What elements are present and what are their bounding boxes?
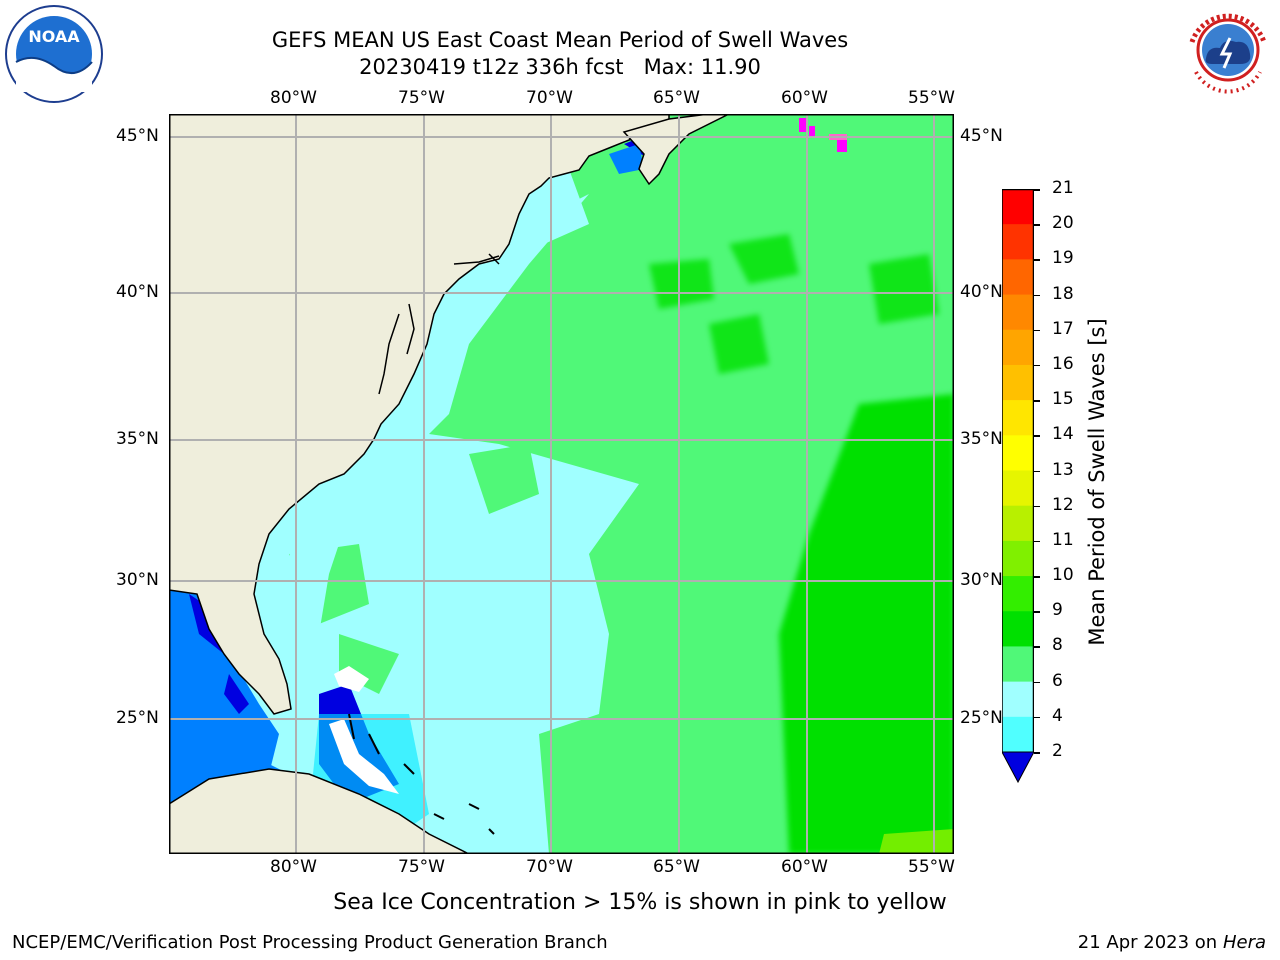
colorbar-tick-label: 4 — [1052, 705, 1063, 726]
map-graticule — [169, 114, 954, 854]
colorbar-segment — [1002, 329, 1034, 366]
colorbar-tick-label: 13 — [1052, 459, 1074, 480]
colorbar-segment — [1002, 189, 1034, 225]
colorbar-tick-label: 14 — [1052, 424, 1074, 445]
lon-label-top: 80°W — [270, 88, 317, 108]
map-title: GEFS MEAN US East Coast Mean Period of S… — [271, 28, 849, 52]
colorbar-segment — [1002, 540, 1034, 577]
footer-host: Hera — [1222, 932, 1266, 953]
lat-label-right: 30°N — [960, 570, 1003, 590]
lat-label-right: 40°N — [960, 282, 1003, 302]
colorbar-label: Mean Period of Swell Waves [s] — [1085, 318, 1109, 646]
nws-logo-icon — [1178, 2, 1278, 102]
colorbar-segment — [1002, 646, 1034, 683]
map-panel — [169, 114, 954, 854]
colorbar-tick-mark — [1034, 681, 1040, 684]
colorbar-segment — [1002, 294, 1034, 331]
lon-label-top: 60°W — [781, 88, 828, 108]
colorbar-segment — [1002, 470, 1034, 507]
footer-date-text: 21 Apr 2023 on — [1077, 932, 1223, 953]
colorbar-tick-mark — [1034, 716, 1040, 719]
lat-label-left: 30°N — [116, 570, 159, 590]
colorbar-tick-label: 2 — [1052, 741, 1063, 761]
lat-label-left: 25°N — [116, 708, 159, 728]
lat-label-right: 25°N — [960, 708, 1003, 728]
colorbar-tick-mark — [1034, 224, 1040, 226]
colorbar-tick-mark — [1034, 540, 1040, 543]
colorbar-tick-mark — [1034, 505, 1040, 508]
colorbar-tick-mark — [1034, 329, 1040, 332]
colorbar-tick-mark — [1034, 294, 1040, 297]
lon-label-top: 70°W — [526, 88, 573, 108]
colorbar-tick-mark — [1034, 576, 1040, 578]
lat-label-right: 35°N — [960, 429, 1003, 449]
cuba-landmass — [169, 768, 470, 854]
colorbar-segment — [1002, 435, 1034, 471]
colorbar-tick-label: 21 — [1052, 178, 1074, 198]
colorbar-tick-mark — [1034, 400, 1040, 402]
colorbar-tick-mark — [1034, 611, 1040, 613]
colorbar-segment — [1002, 364, 1034, 401]
noaa-logo-text: NOAA — [28, 27, 80, 46]
colorbar-tick-label: 12 — [1052, 494, 1074, 515]
footer-date: 21 Apr 2023 on Hera — [1078, 932, 1266, 953]
colorbar-tick-label: 8 — [1052, 635, 1063, 656]
lat-label-right: 45°N — [960, 126, 1003, 146]
lat-label-left: 35°N — [116, 429, 159, 449]
lon-label-bottom: 75°W — [398, 857, 445, 877]
lon-label-bottom: 70°W — [526, 857, 573, 877]
lon-label-top: 65°W — [653, 88, 700, 108]
colorbar-tick-mark — [1034, 259, 1040, 261]
lon-label-top: 55°W — [908, 88, 955, 108]
noaa-logo-icon: NOAA — [4, 4, 104, 104]
colorbar-segment — [1002, 681, 1034, 718]
colorbar-tick-label: 9 — [1052, 600, 1063, 621]
colorbar-tick-label: 17 — [1052, 318, 1074, 339]
map-subtitle: 20230419 t12z 336h fcst Max: 11.90 — [359, 55, 761, 79]
sea-ice-note: Sea Ice Concentration > 15% is shown in … — [333, 890, 947, 915]
colorbar-tick-mark — [1034, 435, 1040, 437]
colorbar-tick-mark — [1034, 646, 1040, 648]
colorbar-segment — [1002, 611, 1034, 647]
colorbar-tick-label: 18 — [1052, 283, 1074, 304]
colorbar-segment — [1002, 259, 1034, 296]
colorbar-tick-label: 15 — [1052, 389, 1074, 410]
colorbar-extend-triangle — [1001, 751, 1035, 784]
colorbar — [1001, 188, 1035, 784]
colorbar-tick-mark — [1034, 189, 1040, 191]
colorbar-tick-label: 20 — [1052, 213, 1074, 234]
colorbar-segment — [1002, 576, 1034, 612]
lat-label-left: 40°N — [116, 282, 159, 302]
lat-label-left: 45°N — [116, 126, 159, 146]
colorbar-segment — [1002, 400, 1034, 436]
colorbar-segment — [1002, 505, 1034, 542]
colorbar-tick-label: 19 — [1052, 248, 1074, 269]
colorbar-tick-label: 6 — [1052, 670, 1063, 691]
bahamas-banks — [329, 666, 399, 794]
lon-label-bottom: 80°W — [270, 857, 317, 877]
colorbar-tick-label: 10 — [1052, 565, 1074, 586]
lon-label-top: 75°W — [398, 88, 445, 108]
lon-label-bottom: 60°W — [781, 857, 828, 877]
colorbar-tick-label: 16 — [1052, 353, 1074, 374]
colorbar-tick-mark — [1034, 470, 1040, 472]
land-mass — [169, 114, 670, 715]
colorbar-tick-label: 11 — [1052, 529, 1074, 550]
colorbar-tick-mark — [1034, 364, 1040, 367]
colorbar-segment — [1002, 716, 1034, 753]
footer-credit: NCEP/EMC/Verification Post Processing Pr… — [12, 932, 608, 953]
colorbar-segment — [1002, 224, 1034, 260]
lon-label-bottom: 65°W — [653, 857, 700, 877]
lon-label-bottom: 55°W — [908, 857, 955, 877]
colorbar-tick-mark — [1034, 752, 1040, 754]
